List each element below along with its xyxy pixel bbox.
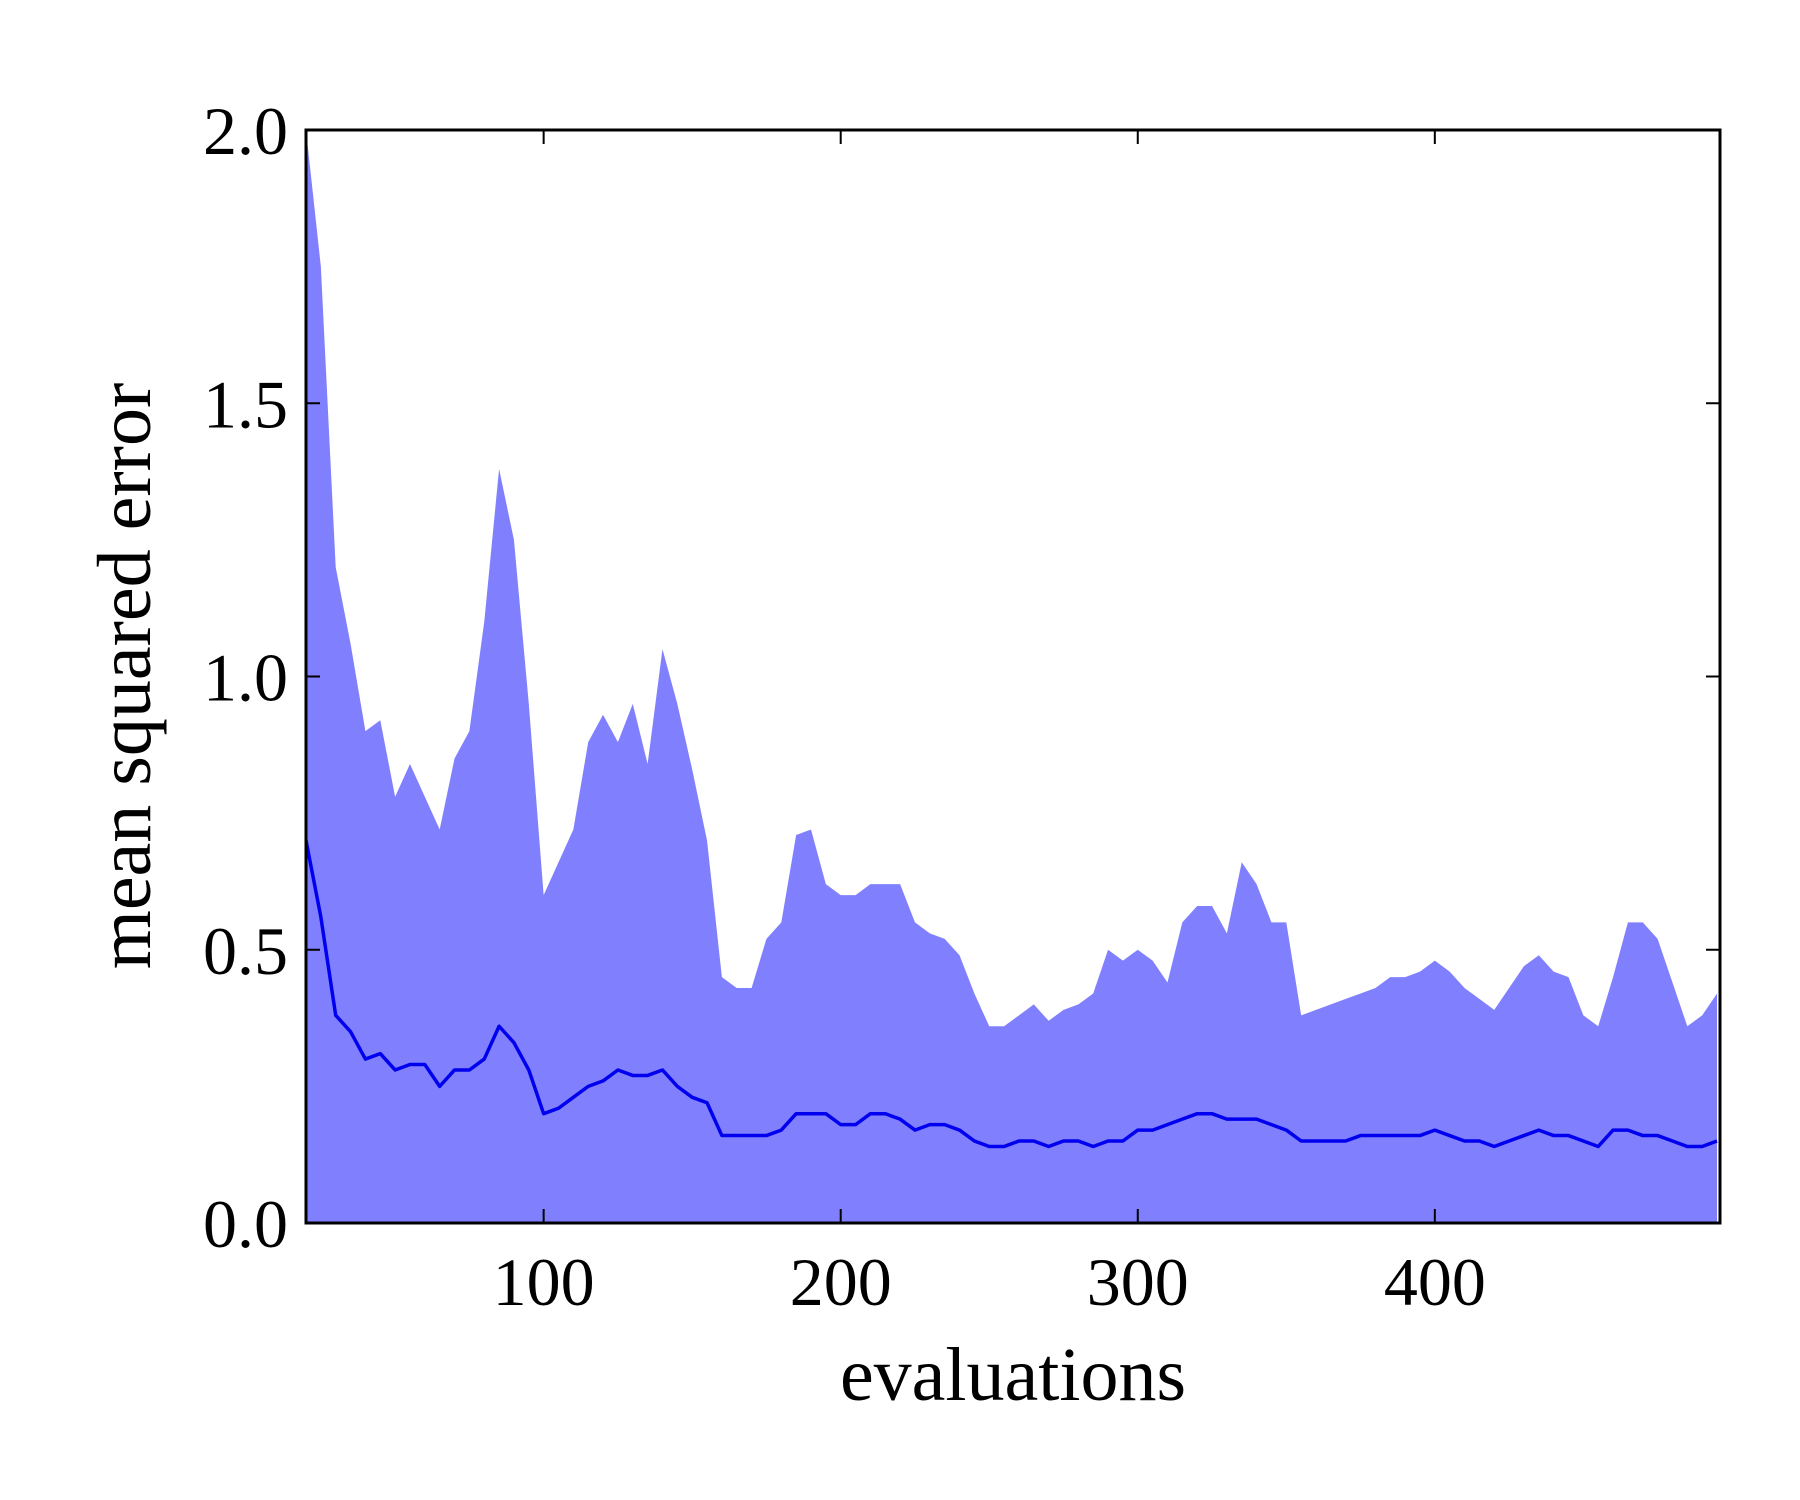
area	[306, 130, 1718, 1223]
y-tick-label: 2.0	[203, 93, 288, 169]
y-tick-label: 1.5	[203, 366, 288, 442]
x-tick-label: 300	[1087, 1244, 1189, 1320]
y-tick-label: 1.0	[203, 640, 288, 716]
x-tick-label: 200	[790, 1244, 892, 1320]
y-tick-label: 0.5	[203, 913, 288, 989]
x-tick-label: 100	[493, 1244, 595, 1320]
x-tick-label: 400	[1384, 1244, 1486, 1320]
y-tick-label: 0.0	[203, 1186, 288, 1262]
x-axis-label: evaluations	[840, 1333, 1186, 1417]
line	[306, 840, 1718, 1149]
y-axis-label: mean squared error	[83, 383, 167, 970]
